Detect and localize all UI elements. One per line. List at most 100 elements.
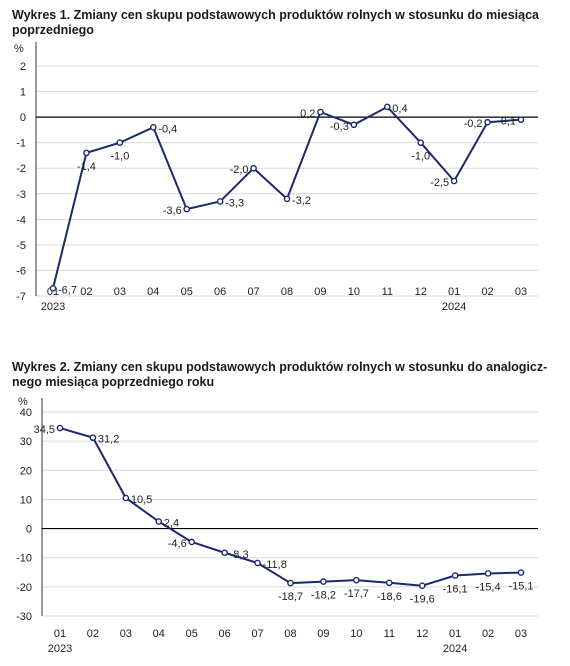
chart2-ytick-label: 20 [20, 465, 32, 477]
chart2-data-label: -17,7 [344, 588, 369, 600]
chart1-data-label: -0,1 [497, 116, 516, 128]
chart2-xtick-label: 01 [54, 628, 66, 640]
chart2-data-label: -15,4 [476, 581, 501, 593]
chart1-xtick-label: 07 [247, 286, 259, 298]
chart1-data-point [450, 177, 458, 185]
chart2-data-point [155, 518, 163, 525]
chart1-xtick-label: 09 [314, 286, 326, 298]
chart2-xtick-label: 06 [219, 628, 231, 640]
chart2-data-label: -8,3 [230, 549, 249, 561]
chart2-data-point [517, 569, 525, 576]
chart2-xtick-label: 04 [153, 628, 165, 640]
chart1-data-point [283, 195, 291, 203]
chart1-xtick-label: 05 [181, 286, 193, 298]
chart1-xtick-label: 02 [481, 286, 493, 298]
chart1-data-label: -1,0 [110, 151, 129, 163]
chart1-data-point [116, 139, 124, 146]
chart2-xtick-label: 03 [120, 628, 132, 640]
chart1-data-label: -0,3 [330, 121, 349, 133]
chart2-xtick-label: 08 [284, 628, 296, 640]
chart2-xtick-label: 07 [251, 628, 263, 640]
chart1-data-point [83, 149, 90, 157]
chart2-ytick-label: 10 [20, 494, 32, 506]
chart1-ytick-label: 1 [20, 87, 26, 99]
chart2-data-point [418, 582, 426, 589]
chart2-ytick-label: -20 [16, 582, 32, 594]
chart1-xtick-label: 10 [348, 286, 360, 298]
chart1-year-label: 2023 [41, 301, 65, 313]
chart1-data-point [49, 285, 57, 292]
chart1-title: Wykres 1. Zmiany cen skupu podstawowych … [12, 8, 539, 38]
chart1-ytick-label: 0 [20, 112, 26, 124]
chart2-ytick-label: -30 [16, 611, 32, 623]
chart1-xtick-label: 12 [415, 286, 427, 298]
chart1-data-label: -2,5 [430, 177, 449, 189]
chart2-data-point [320, 578, 327, 585]
chart1-data-point [149, 124, 157, 131]
chart2-data-point [122, 494, 130, 502]
chart1-ytick-label: -6 [16, 265, 26, 277]
chart1-data-label: 0,2 [300, 108, 315, 120]
chart1-data-label: -0,4 [158, 123, 177, 135]
chart2-xtick-label: 01 [449, 628, 461, 640]
chart1-ytick-label: -7 [16, 291, 26, 303]
chart2-ytick-label: -10 [16, 553, 32, 565]
chart2-data-label: -19,6 [410, 594, 435, 606]
chart1-xtick-label: 02 [80, 286, 92, 298]
chart2-data-point [188, 538, 196, 546]
chart1-ytick-label: -2 [16, 163, 26, 175]
chart1-data-label: -3,3 [225, 197, 244, 209]
chart2-data-point [385, 579, 393, 587]
chart2-xtick-label: 03 [515, 628, 527, 640]
chart1-xtick-label: 11 [382, 286, 393, 298]
chart2-data-point [89, 434, 97, 441]
chart1-data-label: -6,7 [58, 284, 77, 296]
chart1-data-point [350, 121, 358, 129]
chart1-xtick-label: 04 [147, 286, 159, 298]
chart1-data-point [417, 139, 425, 146]
chart2-title: Wykres 2. Zmiany cen skupu podstawowych … [12, 360, 547, 390]
chart1-xtick-label: 03 [114, 286, 126, 298]
chart1-title-line2: poprzedniego [12, 23, 94, 37]
chart2-series-line [59, 427, 522, 587]
chart1-data-point [383, 103, 391, 111]
chart2-xtick-label: 10 [350, 628, 362, 640]
chart1-data-label: -1,4 [77, 161, 96, 173]
chart1-xtick-label: 03 [515, 286, 527, 298]
chart1-data-label: -3,2 [292, 195, 311, 207]
chart2-ytick-label: 0 [26, 524, 32, 536]
chart2-title-line2: nego miesiąca poprzedniego roku [12, 375, 215, 389]
chart2-ytick-label: 40 [20, 407, 32, 419]
chart2-data-label: -4,6 [168, 538, 187, 550]
chart2-year-label: 2023 [48, 643, 72, 655]
chart1-ytick-label: -4 [16, 214, 26, 226]
chart2-data-label: 34,5 [34, 424, 55, 436]
chart1-data-label: -1,0 [411, 151, 430, 163]
chart2-data-point [287, 579, 294, 587]
chart2-data-label: 10,5 [131, 494, 152, 506]
chart2-ytick-label: 30 [20, 436, 32, 448]
chart1-data-point [216, 198, 224, 205]
chart1-xtick-label: 08 [281, 286, 293, 298]
chart1-year-label: 2024 [442, 301, 466, 313]
chart2-data-point [484, 570, 492, 577]
chart1-ytick-label: -1 [16, 138, 26, 150]
chart1-ytick-label: -3 [16, 189, 26, 201]
chart2-data-label: -16,1 [443, 583, 468, 595]
chart2-data-point [254, 559, 261, 567]
chart2-data-label: 2,4 [164, 518, 179, 530]
chart1-xtick-label: 06 [214, 286, 226, 298]
chart2-data-label: 31,2 [98, 434, 119, 446]
chart2-data-label: -11,8 [263, 559, 287, 571]
chart1-data-label: -0,2 [464, 118, 483, 130]
chart1-xtick-label: 01 [448, 286, 460, 298]
chart2-data-point [221, 549, 228, 557]
chart2-year-label: 2024 [443, 643, 467, 655]
chart1-ytick-label: -5 [16, 240, 26, 252]
chart2-data-point [56, 424, 64, 432]
chart1-data-point [517, 116, 525, 123]
chart1-data-point [484, 118, 491, 126]
chart2-xtick-label: 05 [186, 628, 198, 640]
